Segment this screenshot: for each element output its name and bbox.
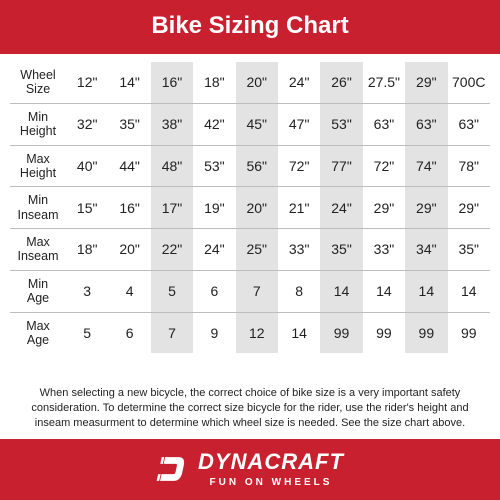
cell: 42" [193, 103, 235, 145]
cell: 18" [193, 62, 235, 103]
cell: 53" [320, 103, 362, 145]
cell: 29" [363, 187, 405, 229]
cell: 6 [108, 312, 150, 353]
cell: 12" [66, 62, 108, 103]
cell: 99 [363, 312, 405, 353]
cell: 63" [448, 103, 490, 145]
cell: 33" [363, 229, 405, 271]
cell: 53" [193, 145, 235, 187]
row-label: MinAge [10, 270, 66, 312]
cell: 14 [278, 312, 320, 353]
cell: 7 [151, 312, 193, 353]
cell: 63" [363, 103, 405, 145]
row-label: MaxAge [10, 312, 66, 353]
cell: 35" [320, 229, 362, 271]
table-row: MaxHeight40"44"48"53"56"72"77"72"74"78" [10, 145, 490, 187]
cell: 35" [448, 229, 490, 271]
cell: 4 [108, 270, 150, 312]
cell: 18" [66, 229, 108, 271]
table-row: MinInseam15"16"17"19"20"21"24"29"29"29" [10, 187, 490, 229]
row-label: WheelSize [10, 62, 66, 103]
cell: 63" [405, 103, 447, 145]
cell: 44" [108, 145, 150, 187]
cell: 700C [448, 62, 490, 103]
cell: 40" [66, 145, 108, 187]
cell: 78" [448, 145, 490, 187]
cell: 38" [151, 103, 193, 145]
cell: 72" [278, 145, 320, 187]
cell: 47" [278, 103, 320, 145]
row-label: MaxHeight [10, 145, 66, 187]
cell: 99 [320, 312, 362, 353]
cell: 25" [236, 229, 278, 271]
cell: 14 [405, 270, 447, 312]
cell: 5 [151, 270, 193, 312]
cell: 14" [108, 62, 150, 103]
sizing-table: WheelSize12"14"16"18"20"24"26"27.5"29"70… [10, 62, 490, 353]
cell: 24" [278, 62, 320, 103]
cell: 27.5" [363, 62, 405, 103]
cell: 29" [405, 62, 447, 103]
cell: 14 [363, 270, 405, 312]
cell: 74" [405, 145, 447, 187]
row-label: MinHeight [10, 103, 66, 145]
cell: 24" [320, 187, 362, 229]
cell: 29" [405, 187, 447, 229]
cell: 9 [193, 312, 235, 353]
row-label: MinInseam [10, 187, 66, 229]
cell: 24" [193, 229, 235, 271]
cell: 33" [278, 229, 320, 271]
brand-footer: DYNACRAFT FUN ON WHEELS [0, 439, 500, 500]
chart-title: Bike Sizing Chart [0, 0, 500, 54]
cell: 5 [66, 312, 108, 353]
row-label: MaxInseam [10, 229, 66, 271]
cell: 34" [405, 229, 447, 271]
brand-logo-icon [156, 452, 190, 486]
cell: 56" [236, 145, 278, 187]
cell: 20" [236, 62, 278, 103]
cell: 20" [108, 229, 150, 271]
cell: 99 [448, 312, 490, 353]
cell: 8 [278, 270, 320, 312]
cell: 16" [108, 187, 150, 229]
sizing-note: When selecting a new bicycle, the correc… [0, 380, 500, 439]
cell: 77" [320, 145, 362, 187]
cell: 3 [66, 270, 108, 312]
cell: 15" [66, 187, 108, 229]
cell: 99 [405, 312, 447, 353]
table-row: MinHeight32"35"38"42"45"47"53"63"63"63" [10, 103, 490, 145]
brand-name: DYNACRAFT [198, 449, 344, 475]
table-row: MaxAge5679121499999999 [10, 312, 490, 353]
table-row: MinAge34567814141414 [10, 270, 490, 312]
cell: 7 [236, 270, 278, 312]
cell: 45" [236, 103, 278, 145]
cell: 19" [193, 187, 235, 229]
cell: 6 [193, 270, 235, 312]
cell: 14 [320, 270, 362, 312]
cell: 29" [448, 187, 490, 229]
cell: 20" [236, 187, 278, 229]
sizing-table-container: WheelSize12"14"16"18"20"24"26"27.5"29"70… [0, 54, 500, 380]
cell: 35" [108, 103, 150, 145]
cell: 22" [151, 229, 193, 271]
cell: 26" [320, 62, 362, 103]
cell: 21" [278, 187, 320, 229]
cell: 17" [151, 187, 193, 229]
brand-tagline: FUN ON WHEELS [198, 477, 344, 488]
cell: 72" [363, 145, 405, 187]
cell: 14 [448, 270, 490, 312]
table-row: WheelSize12"14"16"18"20"24"26"27.5"29"70… [10, 62, 490, 103]
cell: 32" [66, 103, 108, 145]
cell: 16" [151, 62, 193, 103]
cell: 12 [236, 312, 278, 353]
cell: 48" [151, 145, 193, 187]
table-row: MaxInseam18"20"22"24"25"33"35"33"34"35" [10, 229, 490, 271]
